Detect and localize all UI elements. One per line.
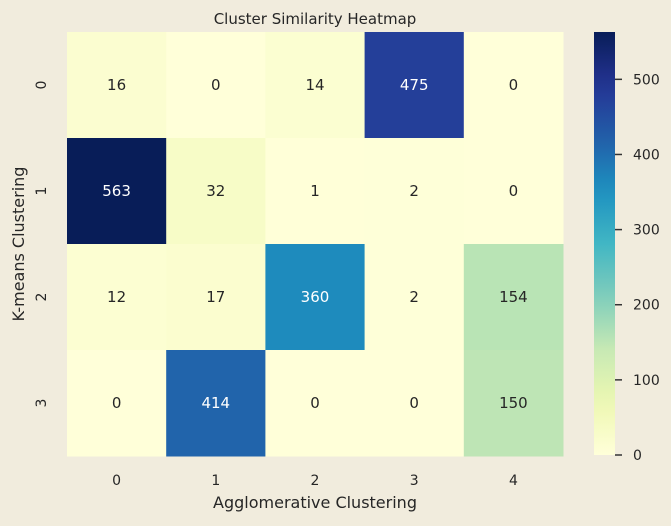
cell-value-label: 0 <box>310 394 320 412</box>
heatmap-cell <box>265 138 366 245</box>
heatmap-cell <box>166 244 266 351</box>
x-tick-label: 1 <box>211 473 220 489</box>
heatmap-cell <box>67 138 167 245</box>
cell-value-label: 0 <box>211 76 221 94</box>
cell-value-label: 0 <box>409 394 419 412</box>
cell-value-label: 360 <box>301 288 330 306</box>
colorbar-tick-label: 200 <box>633 298 660 314</box>
x-tick-label: 4 <box>509 473 518 489</box>
cell-value-label: 563 <box>102 182 131 200</box>
cell-value-label: 12 <box>107 288 126 306</box>
colorbar-tick-label: 500 <box>633 72 660 88</box>
heatmap-cell <box>166 350 266 457</box>
heatmap-cell <box>364 138 465 245</box>
cell-value-label: 150 <box>499 394 528 412</box>
colorbar <box>594 32 615 455</box>
colorbar-tick-label: 400 <box>633 147 660 163</box>
cell-value-label: 0 <box>112 394 122 412</box>
heatmap-cell <box>265 32 366 139</box>
heatmap-cell <box>463 138 564 245</box>
heatmap-cell <box>67 32 167 139</box>
x-tick-label: 2 <box>311 473 320 489</box>
cell-value-label: 0 <box>509 182 519 200</box>
cell-value-label: 1 <box>310 182 320 200</box>
heatmap-cell <box>364 350 465 457</box>
colorbar-ticks: 0 100 200 300 400 500 <box>615 72 660 464</box>
y-tick-labels: 0 1 2 3 <box>34 81 50 408</box>
y-tick-label: 2 <box>34 293 50 302</box>
heatmap-cell <box>67 350 167 457</box>
x-tick-label: 3 <box>410 473 419 489</box>
heatmap-cell <box>364 32 465 139</box>
heatmap-cell <box>265 244 366 351</box>
cell-value-label: 154 <box>499 288 528 306</box>
cell-value-label: 32 <box>206 182 225 200</box>
x-tick-label: 0 <box>112 473 121 489</box>
cell-value-label: 14 <box>305 76 324 94</box>
x-axis-label: Agglomerative Clustering <box>213 493 417 512</box>
x-tick-labels: 0 1 2 3 4 <box>112 473 518 489</box>
cell-value-label: 0 <box>509 76 519 94</box>
y-axis-label: K-means Clustering <box>9 167 28 322</box>
cell-value-label: 2 <box>409 182 419 200</box>
cell-value-label: 2 <box>409 288 419 306</box>
heatmap-cell <box>166 138 266 245</box>
heatmap-cell <box>265 350 366 457</box>
heatmap-cell <box>364 244 465 351</box>
heatmap-cell <box>67 244 167 351</box>
y-tick-label: 3 <box>34 399 50 408</box>
colorbar-tick-label: 300 <box>633 223 660 239</box>
y-tick-label: 0 <box>34 81 50 90</box>
colorbar-tick-label: 100 <box>633 373 660 389</box>
chart-title: Cluster Similarity Heatmap <box>214 10 417 28</box>
heatmap-cell <box>166 32 266 139</box>
cell-value-label: 16 <box>107 76 126 94</box>
cell-value-label: 17 <box>206 288 225 306</box>
heatmap-cell <box>463 350 564 457</box>
y-tick-label: 1 <box>34 187 50 196</box>
cell-value-label: 475 <box>400 76 429 94</box>
cell-value-label: 414 <box>201 394 230 412</box>
heatmap-cell <box>463 244 564 351</box>
heatmap-cell <box>463 32 564 139</box>
colorbar-tick-label: 0 <box>633 448 642 464</box>
